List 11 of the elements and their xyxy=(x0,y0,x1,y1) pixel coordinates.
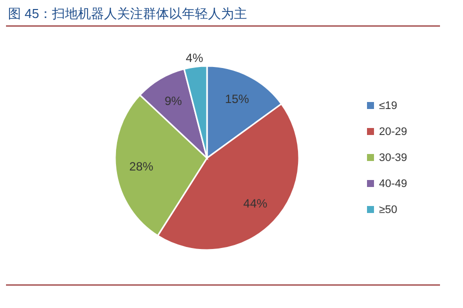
data-label: 9% xyxy=(164,94,182,108)
data-label: 4% xyxy=(186,51,204,65)
chart-title: 图 45：扫地机器人关注群体以年轻人为主 xyxy=(8,6,248,21)
legend-label: ≤19 xyxy=(379,100,398,112)
legend-label: ≥50 xyxy=(379,204,398,216)
data-label: 28% xyxy=(129,159,154,174)
data-label: 15% xyxy=(225,92,250,106)
data-label: 44% xyxy=(243,196,268,210)
legend-label: 40-49 xyxy=(379,178,408,190)
legend-label: 20-29 xyxy=(379,126,408,138)
legend-label: 30-39 xyxy=(379,152,408,164)
